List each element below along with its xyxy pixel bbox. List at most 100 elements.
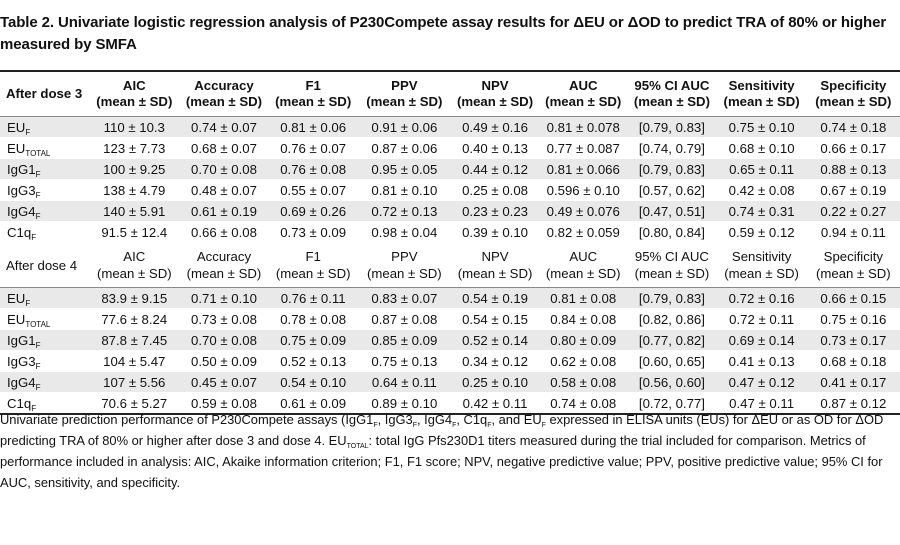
note-subscript: F xyxy=(373,422,378,429)
table-cell-f1: 0.76 ± 0.08 xyxy=(268,158,358,180)
row-label-subscript: F xyxy=(35,340,41,350)
table-cell-auc: 0.81 ± 0.066 xyxy=(539,158,628,180)
note-text: , C1q xyxy=(456,412,488,427)
row-label: IgG3F xyxy=(0,179,90,201)
table-cell-aic: 123 ± 7.73 xyxy=(89,137,180,159)
note-text: , IgG4 xyxy=(416,412,453,427)
column-header-accuracy: Accuracy (mean ± SD) xyxy=(179,242,269,288)
table-cell-ci-auc: [0.56, 0.60] xyxy=(627,371,717,393)
table-cell-f1: 0.54 ± 0.10 xyxy=(268,371,358,393)
column-header-name: AIC xyxy=(123,249,146,264)
table-cell-f1: 0.75 ± 0.09 xyxy=(268,329,358,351)
row-label-name: EU xyxy=(7,119,26,135)
table-cell-auc: 0.74 ± 0.08 xyxy=(539,392,628,415)
table-cell-specificity: 0.73 ± 0.17 xyxy=(806,329,900,351)
table-cell-sensitivity: 0.75 ± 0.10 xyxy=(716,116,807,138)
table-cell-ppv: 0.91 ± 0.06 xyxy=(357,116,451,138)
table-cell-accuracy: 0.68 ± 0.07 xyxy=(179,137,269,159)
row-label-subscript: TOTAL xyxy=(25,319,51,329)
row-label-subscript: F xyxy=(25,298,31,308)
table-cell-accuracy: 0.70 ± 0.08 xyxy=(179,158,269,180)
table-cell-auc: 0.77 ± 0.087 xyxy=(539,137,628,159)
table-cell-accuracy: 0.59 ± 0.08 xyxy=(179,392,269,415)
table-row: EUF 110 ± 10.3 0.74 ± 0.07 0.81 ± 0.06 0.91 … xyxy=(0,116,900,138)
row-label-subscript: F xyxy=(31,232,37,242)
table-cell-ppv: 0.87 ± 0.06 xyxy=(357,137,451,159)
column-header-unit: (mean ± SD) xyxy=(456,94,534,109)
row-label-subscript: F xyxy=(31,403,37,413)
column-header-name: 95% CI AUC xyxy=(634,78,710,93)
table-cell-ppv: 0.85 ± 0.09 xyxy=(357,329,451,351)
note-subscript: F xyxy=(452,422,457,429)
table-cell-ppv: 0.81 ± 0.10 xyxy=(357,179,451,201)
row-label-subscript: TOTAL xyxy=(25,148,51,158)
results-table: After dose 3 AIC (mean ± SD) Accuracy (mean … xyxy=(0,70,900,415)
table-cell-ci-auc: [0.74, 0.79] xyxy=(627,137,717,159)
table-cell-f1: 0.61 ± 0.09 xyxy=(268,392,358,415)
column-header-unit: (mean ± SD) xyxy=(457,266,533,281)
table-cell-sensitivity: 0.72 ± 0.16 xyxy=(716,287,807,309)
column-header-sensitivity: Sensitivity (mean ± SD) xyxy=(716,242,807,288)
note-text: : total IgG Pfs230D1 titers measured dur… xyxy=(0,433,883,490)
column-header-ppv: PPV (mean ± SD) xyxy=(357,242,451,288)
column-header-name: PPV xyxy=(391,78,418,93)
table-cell-specificity: 0.87 ± 0.12 xyxy=(806,392,900,415)
group-header-row: After dose 3 AIC (mean ± SD) Accuracy (mean … xyxy=(0,70,900,117)
column-header-name: Accuracy xyxy=(196,249,252,264)
table-cell-specificity: 0.66 ± 0.17 xyxy=(806,137,900,159)
row-label-subscript: F xyxy=(25,127,31,137)
table-cell-npv: 0.42 ± 0.11 xyxy=(450,392,540,415)
table-cell-sensitivity: 0.47 ± 0.11 xyxy=(716,392,807,415)
table-cell-auc: 0.596 ± 0.10 xyxy=(539,179,628,201)
table-cell-npv: 0.25 ± 0.10 xyxy=(450,371,540,393)
table-cell-sensitivity: 0.68 ± 0.10 xyxy=(716,137,807,159)
table-cell-ci-auc: [0.57, 0.62] xyxy=(627,179,717,201)
table-cell-aic: 140 ± 5.91 xyxy=(89,200,180,222)
table-row: IgG4F 107 ± 5.56 0.45 ± 0.07 0.54 ± 0.10 0.6… xyxy=(0,371,900,393)
table-cell-accuracy: 0.71 ± 0.10 xyxy=(179,287,269,309)
row-label: IgG4F xyxy=(0,371,90,393)
column-header-unit: (mean ± SD) xyxy=(545,94,622,109)
table-cell-specificity: 0.75 ± 0.16 xyxy=(806,308,900,330)
column-header-unit: (mean ± SD) xyxy=(275,266,351,281)
table-cell-specificity: 0.66 ± 0.15 xyxy=(806,287,900,309)
row-label: IgG1F xyxy=(0,329,90,351)
column-header-f1: F1 (mean ± SD) xyxy=(268,70,358,117)
row-label-subscript: F xyxy=(35,382,41,392)
table-cell-npv: 0.40 ± 0.13 xyxy=(450,137,540,159)
table-cell-auc: 0.80 ± 0.09 xyxy=(539,329,628,351)
column-header-name: PPV xyxy=(391,249,418,264)
table-row: IgG4F 140 ± 5.91 0.61 ± 0.19 0.69 ± 0.26 0.7… xyxy=(0,200,900,222)
table-cell-aic: 83.9 ± 9.15 xyxy=(89,287,180,309)
group-label: After dose 4 xyxy=(0,242,90,288)
table-row: IgG3F 138 ± 4.79 0.48 ± 0.07 0.55 ± 0.07 0.8… xyxy=(0,179,900,201)
column-header-unit: (mean ± SD) xyxy=(724,266,799,281)
row-label-name: IgG3 xyxy=(7,182,36,198)
row-label: EUF xyxy=(0,287,90,309)
table-cell-ci-auc: [0.82, 0.86] xyxy=(627,308,717,330)
table-cell-f1: 0.69 ± 0.26 xyxy=(268,200,358,222)
column-header-aic: AIC (mean ± SD) xyxy=(89,242,180,288)
table-cell-accuracy: 0.61 ± 0.19 xyxy=(179,200,269,222)
table-cell-accuracy: 0.73 ± 0.08 xyxy=(179,308,269,330)
note-subscript: F xyxy=(487,422,492,429)
row-label-name: IgG4 xyxy=(7,203,36,219)
column-header-name: Specificity xyxy=(820,78,887,93)
column-header-auc: AUC (mean ± SD) xyxy=(539,70,628,117)
note-text: expressed in ELISA units (EUs) for ΔEU o… xyxy=(0,412,884,448)
table-cell-npv: 0.23 ± 0.23 xyxy=(450,200,540,222)
table-cell-auc: 0.82 ± 0.059 xyxy=(539,221,628,243)
column-header-unit: (mean ± SD) xyxy=(545,266,621,281)
table-cell-sensitivity: 0.42 ± 0.08 xyxy=(716,179,807,201)
column-header-name: Specificity xyxy=(823,249,884,264)
row-label-name: C1q xyxy=(7,224,32,240)
table-cell-auc: 0.81 ± 0.08 xyxy=(539,287,628,309)
note-text: Univariate prediction performance of P23… xyxy=(0,412,374,427)
table-cell-specificity: 0.22 ± 0.27 xyxy=(806,200,900,222)
table-cell-npv: 0.39 ± 0.10 xyxy=(450,221,540,243)
table-cell-auc: 0.62 ± 0.08 xyxy=(539,350,628,372)
table-cell-aic: 104 ± 5.47 xyxy=(89,350,180,372)
table-row: EUTOTAL 123 ± 7.73 0.68 ± 0.07 0.76 ± 0.07 0… xyxy=(0,137,900,159)
column-header-name: NPV xyxy=(481,78,509,93)
